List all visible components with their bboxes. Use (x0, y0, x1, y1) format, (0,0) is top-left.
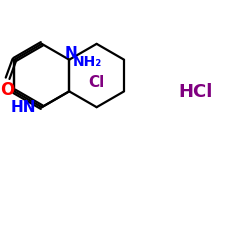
Text: Cl: Cl (88, 75, 105, 90)
Text: HN: HN (10, 100, 36, 115)
Text: N: N (65, 46, 78, 61)
Text: O: O (0, 81, 15, 99)
Text: HCl: HCl (178, 83, 213, 101)
Text: NH₂: NH₂ (73, 55, 102, 69)
